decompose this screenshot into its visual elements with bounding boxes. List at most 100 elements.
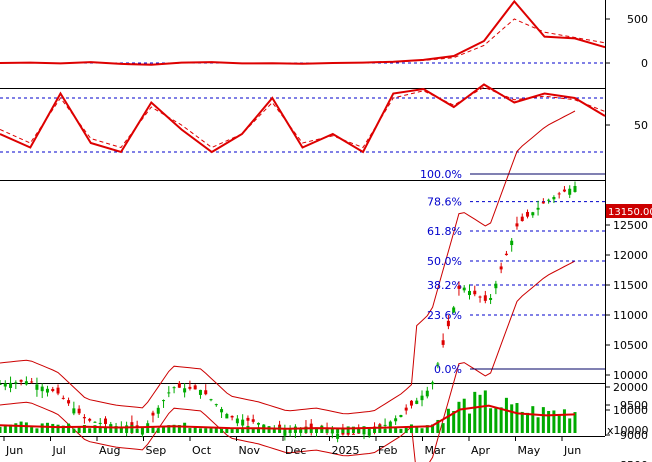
candle-body xyxy=(214,404,218,406)
volume-bar xyxy=(156,428,160,433)
x-axis-ticks: Jun Jul Aug Sep Oct Nov Dec 2025 Feb Mar Apr May Jun xyxy=(3,436,581,457)
volume-bar xyxy=(320,425,324,433)
volume-bar xyxy=(494,407,498,433)
candle-body xyxy=(61,397,65,399)
volume-bar xyxy=(188,428,192,433)
volume-bar xyxy=(541,407,545,433)
fib-label-5: 23.6% xyxy=(427,309,462,322)
candle-body xyxy=(499,266,503,270)
volume-bar xyxy=(304,426,308,433)
volume-bar xyxy=(573,412,577,433)
candle-body xyxy=(241,419,245,426)
candle-body xyxy=(541,202,545,204)
volume-bar xyxy=(114,426,118,433)
volume-bar xyxy=(9,424,13,433)
candle-body xyxy=(162,400,166,402)
candle-body xyxy=(193,385,197,390)
volume-bar xyxy=(14,423,18,433)
candle-body xyxy=(531,212,535,216)
candle-body xyxy=(452,307,456,313)
candle-body xyxy=(420,395,424,401)
volume-bar xyxy=(394,427,398,433)
y-tick-label: 12500 xyxy=(613,219,648,232)
volume-bar xyxy=(183,422,187,433)
volume-bar xyxy=(478,394,482,433)
candle-body xyxy=(510,240,514,246)
volume-bars xyxy=(0,390,577,433)
x-tick-label: Apr xyxy=(471,444,491,457)
volume-bar xyxy=(515,403,519,433)
candle-body xyxy=(188,386,192,389)
stochastic-series-0 xyxy=(0,83,606,154)
volume-bar xyxy=(82,424,86,433)
volume-bar xyxy=(388,427,392,433)
y-tick-label: 9500 xyxy=(620,399,648,412)
volume-bar xyxy=(526,412,530,433)
volume-bar xyxy=(420,428,424,433)
candle-body xyxy=(446,320,450,327)
upper-band xyxy=(0,110,576,415)
volume-bar xyxy=(404,426,408,433)
candle-body xyxy=(526,211,530,217)
candle-body xyxy=(77,408,81,414)
y-tick-label: 0 xyxy=(641,57,648,70)
volume-bar xyxy=(315,427,319,433)
volume-bar xyxy=(483,390,487,433)
volume-bar xyxy=(198,428,202,433)
candle-body xyxy=(24,381,28,385)
candle-body xyxy=(235,418,239,424)
fib-label-4: 38.2% xyxy=(427,279,462,292)
candle-body xyxy=(489,297,493,300)
candle-body xyxy=(172,387,176,389)
volume-bar xyxy=(135,428,139,433)
candle-body xyxy=(104,418,108,425)
volume-bar xyxy=(399,428,403,433)
volume-bar xyxy=(267,426,271,433)
candle-body xyxy=(3,383,7,387)
volume-bar xyxy=(119,428,123,433)
candle-body xyxy=(415,400,419,404)
volume-bar xyxy=(499,407,503,433)
candle-body xyxy=(256,422,260,425)
volume-bar xyxy=(230,429,234,433)
volume-bar xyxy=(51,423,55,433)
candle-body xyxy=(457,286,461,289)
candle-body xyxy=(483,295,487,301)
volume-bar xyxy=(457,401,461,433)
volume-bar xyxy=(336,427,340,433)
volume-bar xyxy=(146,428,150,433)
volume-average xyxy=(0,404,576,430)
x-tick-label: Jun xyxy=(563,444,581,457)
volume-bar xyxy=(272,428,276,433)
volume-bar xyxy=(220,428,224,433)
x-tick-label: Nov xyxy=(239,444,261,457)
volume-bar xyxy=(45,422,49,433)
y-tick-label: 9000 xyxy=(620,429,648,442)
volume-bar xyxy=(93,425,97,433)
candle-body xyxy=(552,197,556,200)
y-tick-label: 11500 xyxy=(613,279,648,292)
volume-bar xyxy=(241,428,245,433)
volume-bar xyxy=(309,427,313,433)
x-tick-label: Dec xyxy=(285,444,306,457)
volume-bar xyxy=(446,408,450,433)
candle-body xyxy=(394,418,398,422)
volume-bar xyxy=(383,428,387,433)
candle-body xyxy=(130,422,134,428)
last-price-tag: 13150.00 xyxy=(606,204,652,218)
candle-body xyxy=(283,431,287,436)
candle-body xyxy=(56,387,60,394)
indicator-lines xyxy=(0,0,606,154)
candle-body xyxy=(0,384,2,385)
volume-bar xyxy=(278,426,282,433)
x-tick-label: 2025 xyxy=(332,444,360,457)
volume-bar xyxy=(151,426,155,433)
volume-bar xyxy=(40,423,44,433)
volume-bar xyxy=(441,423,445,433)
y-axis-ticks: 5000501250012000115001100010500100009500… xyxy=(605,13,648,462)
volume-bar xyxy=(562,409,566,433)
volume-bar xyxy=(520,411,524,433)
candle-body xyxy=(557,193,561,195)
x-tick-label: Jun xyxy=(5,444,23,457)
candle-body xyxy=(40,386,44,392)
